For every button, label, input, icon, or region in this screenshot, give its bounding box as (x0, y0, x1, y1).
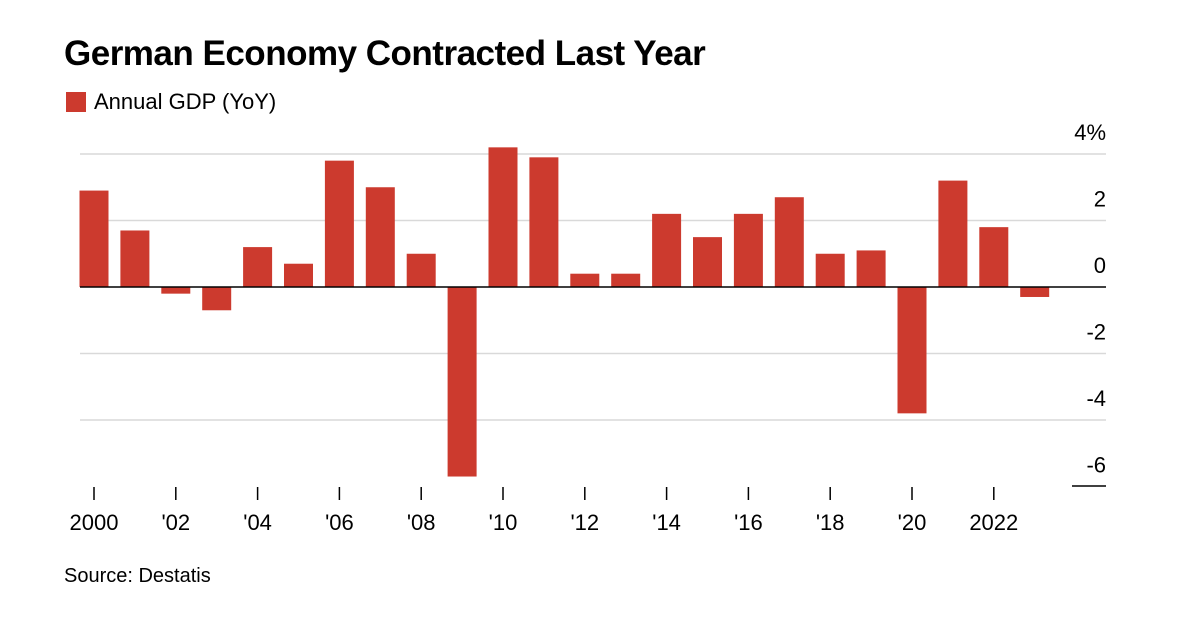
bar-2004 (243, 247, 273, 287)
y-tick-label: -4 (1086, 386, 1106, 411)
x-tick-label: 2022 (969, 510, 1018, 535)
source-note: Source: Destatis (64, 565, 211, 587)
bar-2006 (324, 160, 354, 287)
x-tick-label: '02 (161, 510, 190, 535)
bar-2014 (652, 213, 682, 287)
bar-2022 (979, 227, 1009, 287)
y-tick-label: -6 (1086, 453, 1106, 478)
legend-swatch (66, 92, 86, 112)
bar-2011 (529, 157, 559, 287)
bar-2021 (938, 180, 968, 287)
grid-lines (80, 153, 1106, 421)
bar-2019 (856, 250, 886, 287)
y-tick-label: -2 (1086, 320, 1106, 345)
x-tick-label: '18 (816, 510, 845, 535)
bar-2015 (693, 237, 722, 287)
bar-2008 (406, 253, 436, 287)
bar-2018 (815, 253, 845, 287)
y-tick-label: 0 (1094, 253, 1106, 278)
legend-label: Annual GDP (YoY) (94, 89, 277, 114)
bars (79, 147, 1050, 477)
bar-2020 (897, 287, 927, 414)
y-tick-labels: 4% 2 0 -2 -4 -6 (1074, 120, 1106, 478)
bar-2005 (284, 263, 313, 287)
bar-2002 (161, 287, 191, 294)
bar-2007 (365, 187, 395, 287)
x-tick-label: '08 (407, 510, 436, 535)
x-tick-label: '06 (325, 510, 354, 535)
x-tick-label: '04 (243, 510, 272, 535)
bar-2000 (79, 190, 109, 287)
bar-2012 (570, 273, 600, 287)
x-tick-label: 2000 (70, 510, 119, 535)
bar-2010 (488, 147, 518, 287)
y-tick-label: 4% (1074, 120, 1106, 145)
bar-2016 (733, 213, 763, 287)
y-tick-label: 2 (1094, 187, 1106, 212)
x-tick-labels: 2000 '02 '04 '06 '08 '10 '12 '14 '16 '18 '20 2022 (70, 510, 1019, 535)
chart-title: German Economy Contracted Last Year (64, 34, 706, 73)
x-tick-label: '12 (570, 510, 599, 535)
axes (80, 286, 1106, 500)
bar-2001 (120, 230, 150, 287)
legend: Annual GDP (YoY) (66, 89, 276, 115)
bar-2013 (611, 273, 641, 287)
x-tick-label: '20 (898, 510, 927, 535)
x-tick-label: '14 (652, 510, 681, 535)
bar-2017 (774, 197, 804, 287)
x-tick-label: '16 (734, 510, 763, 535)
x-tick-label: '10 (489, 510, 518, 535)
bar-2003 (202, 287, 232, 311)
bar-2009 (447, 287, 477, 477)
bar-2023 (1020, 287, 1050, 297)
